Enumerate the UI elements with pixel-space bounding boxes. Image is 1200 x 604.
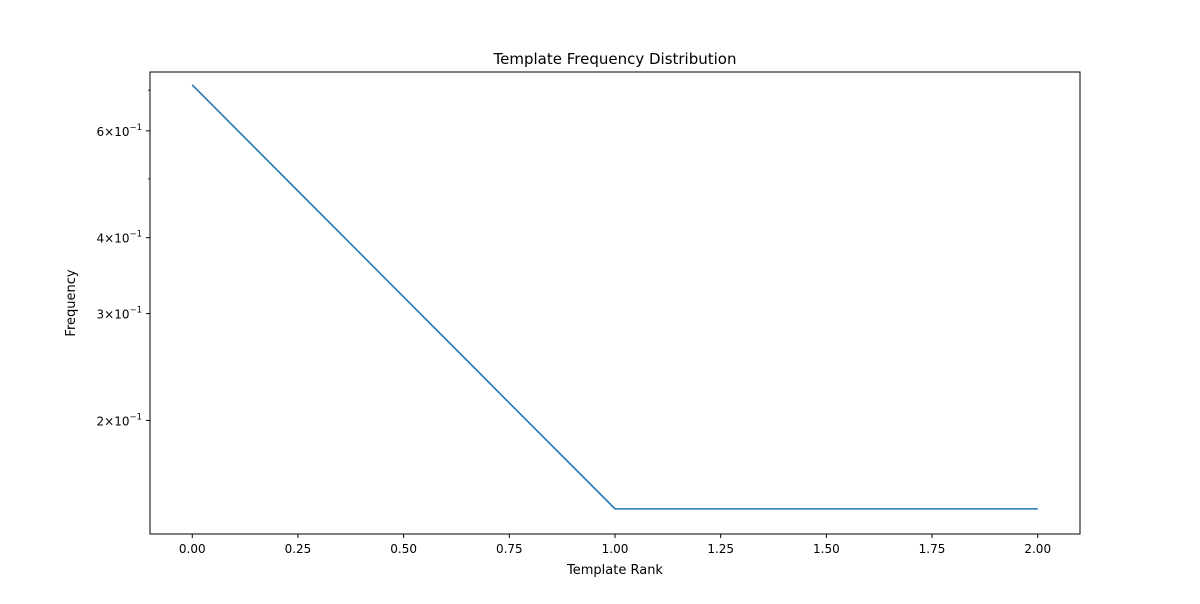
plot-background (150, 72, 1080, 534)
y-tick-label: 4×10−1 (97, 230, 143, 246)
y-tick-label: 2×10−1 (97, 412, 143, 428)
series-line-0 (191, 84, 1038, 510)
x-axis-ticks: 0.00 0.25 0.50 0.75 1.00 1.25 1.50 1.75 2.00 (179, 534, 1051, 556)
x-tick-label: 1.75 (919, 542, 946, 556)
y-axis-ticks: 6×10−1 4×10−1 3×10−1 2×10−1 (97, 89, 150, 428)
y-axis-label: Frequency (64, 269, 79, 336)
x-tick-label: 0.50 (390, 542, 417, 556)
y-tick-label: 6×10−1 (97, 123, 143, 139)
series-layer (191, 84, 1038, 510)
x-tick-label: 0.25 (285, 542, 312, 556)
x-tick-label: 0.00 (179, 542, 206, 556)
x-tick-label: 1.00 (602, 542, 629, 556)
x-tick-label: 1.25 (707, 542, 734, 556)
chart-title: Template Frequency Distribution (493, 50, 737, 68)
x-axis-label: Template Rank (566, 563, 663, 578)
x-tick-label: 0.75 (496, 542, 523, 556)
x-tick-label: 1.50 (813, 542, 840, 556)
y-tick-label: 3×10−1 (97, 306, 143, 322)
x-tick-label: 2.00 (1024, 542, 1051, 556)
